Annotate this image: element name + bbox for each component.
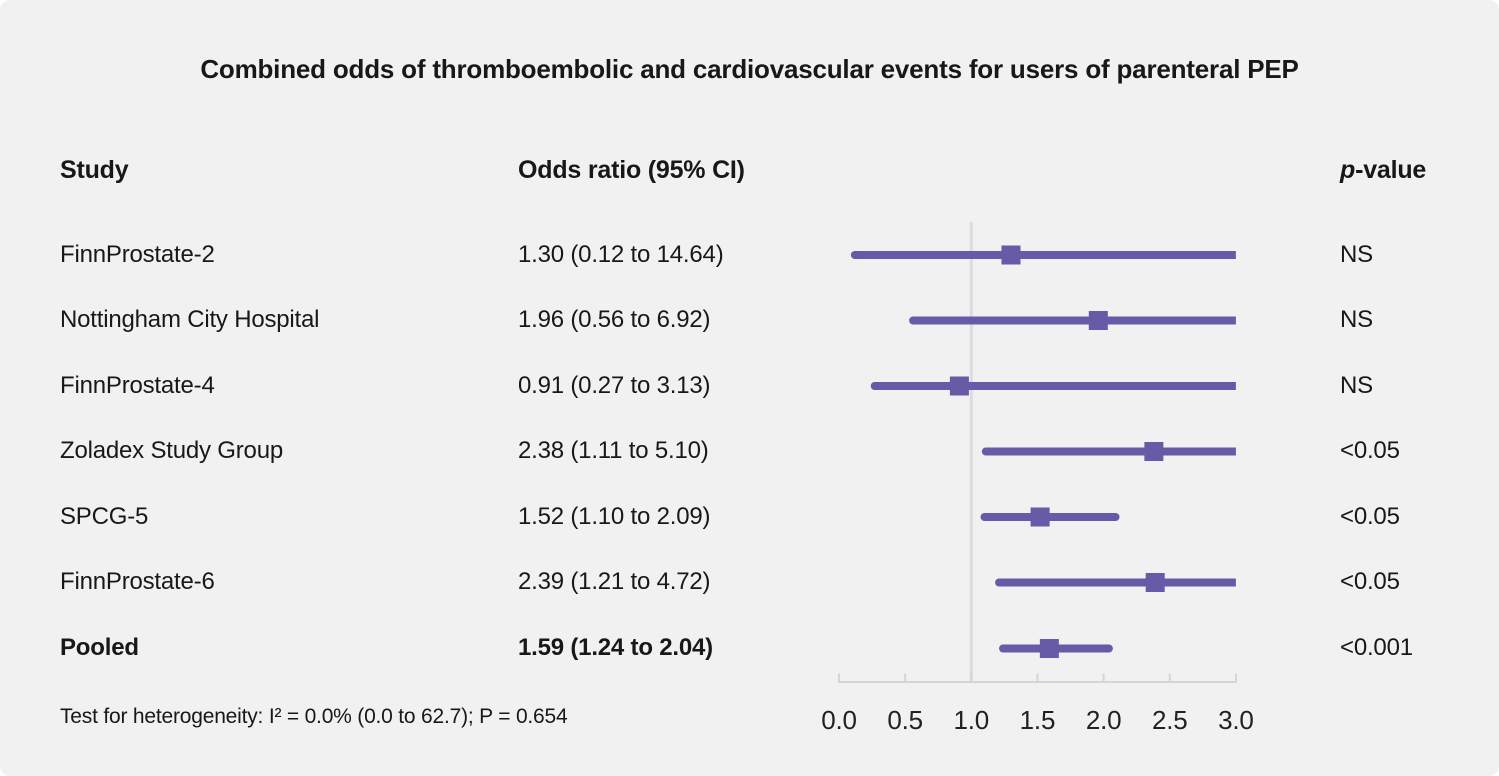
column-header-study: Study [60, 156, 129, 184]
table-row-pooled: Pooled 1.59 (1.24 to 2.04) <0.001 [0, 631, 1499, 665]
p-italic: p [1340, 156, 1356, 184]
p-value: NS [1340, 306, 1373, 333]
p-value: NS [1340, 241, 1373, 268]
p-value: NS [1340, 372, 1373, 399]
x-tick-label: 2.5 [1152, 705, 1188, 735]
p-value: <0.05 [1340, 568, 1400, 595]
ci-left-cap [995, 578, 1004, 587]
x-tick-label: 0.0 [821, 705, 857, 735]
odds-ratio-value: 0.91 (0.27 to 3.13) [518, 372, 711, 399]
study-label: Nottingham City Hospital [60, 306, 320, 333]
ci-left-cap [981, 447, 990, 456]
odds-ratio-value: 1.52 (1.10 to 2.09) [518, 503, 711, 530]
heterogeneity-footnote: Test for heterogeneity: I² = 0.0% (0.0 t… [60, 705, 568, 728]
chart-title: Combined odds of thromboembolic and card… [200, 54, 1299, 84]
or-marker [1088, 311, 1108, 330]
column-header-p-value: p-value [1340, 153, 1426, 187]
ci-left-cap [870, 382, 879, 390]
column-header-odds-ratio: Odds ratio (95% CI) [518, 156, 745, 184]
table-row: Nottingham City Hospital 1.96 (0.56 to 6… [0, 303, 1499, 337]
p-value: <0.05 [1340, 503, 1400, 530]
x-tick-label: 1.5 [1020, 705, 1056, 735]
study-label: SPCG-5 [60, 503, 149, 530]
odds-ratio-value: 2.38 (1.11 to 5.10) [518, 437, 709, 464]
ci-right-cap [1104, 644, 1113, 653]
study-label: Pooled [60, 634, 139, 661]
or-marker [949, 376, 969, 396]
p-value: <0.05 [1340, 437, 1400, 464]
ci-left-cap [999, 644, 1008, 653]
x-tick-label: 1.0 [954, 705, 990, 735]
odds-ratio-value: 1.30 (0.12 to 14.64) [518, 241, 724, 268]
or-marker [1030, 507, 1050, 527]
p-rest: -value [1355, 156, 1427, 184]
study-label: FinnProstate-4 [60, 372, 215, 399]
x-tick-label: 2.0 [1086, 705, 1122, 735]
or-marker [1144, 442, 1164, 461]
table-row: FinnProstate-6 2.39 (1.21 to 4.72) <0.05 [0, 565, 1499, 599]
study-label: FinnProstate-6 [60, 568, 215, 595]
ci-left-cap [909, 316, 918, 325]
odds-ratio-value: 1.96 (0.56 to 6.92) [518, 306, 711, 333]
ci-left-cap [980, 513, 989, 521]
p-value: <0.001 [1340, 634, 1413, 661]
x-tick-label: 0.5 [887, 705, 923, 735]
table-row: FinnProstate-4 0.91 (0.27 to 3.13) NS [0, 369, 1499, 403]
or-marker [1001, 245, 1021, 265]
table-row: SPCG-5 1.52 (1.10 to 2.09) <0.05 [0, 500, 1499, 534]
ci-right-cap [1111, 513, 1120, 521]
pooled-or-marker [1039, 639, 1059, 658]
odds-ratio-value: 1.59 (1.24 to 2.04) [518, 634, 713, 661]
or-marker [1145, 573, 1165, 592]
study-label: FinnProstate-2 [60, 241, 215, 268]
study-label: Zoladex Study Group [60, 437, 283, 464]
ci-left-cap [850, 251, 859, 259]
odds-ratio-value: 2.39 (1.21 to 4.72) [518, 568, 711, 595]
table-row: Zoladex Study Group 2.38 (1.11 to 5.10) … [0, 434, 1499, 468]
table-row: FinnProstate-2 1.30 (0.12 to 14.64) NS [0, 238, 1499, 272]
x-tick-label: 3.0 [1218, 705, 1254, 735]
